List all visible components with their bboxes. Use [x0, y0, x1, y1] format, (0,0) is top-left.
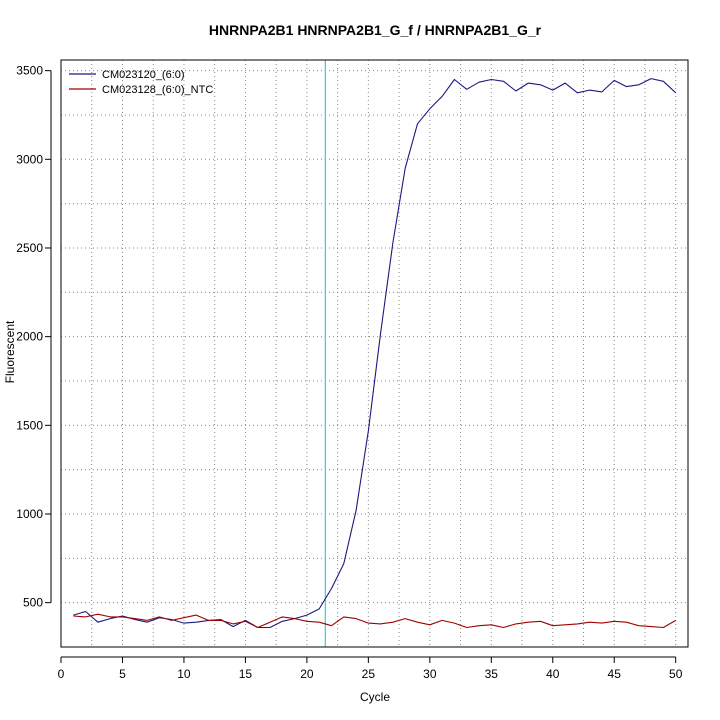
- x-tick-label: 15: [239, 667, 253, 681]
- legend-label-2: CM023128_(6:0)_NTC: [102, 84, 213, 96]
- x-tick-label: 40: [546, 667, 560, 681]
- plot-frame: [60, 59, 689, 648]
- x-axis: 0 5 10 15 20 25 30 35 40 45 50: [58, 656, 683, 681]
- x-tick-label: 0: [58, 667, 65, 681]
- y-tick-label: 500: [23, 596, 43, 610]
- legend: CM023120_(6:0) CM023128_(6:0)_NTC: [69, 69, 213, 96]
- grid-lines: [61, 60, 688, 647]
- x-tick-label: 5: [119, 667, 126, 681]
- x-tick-label: 25: [362, 667, 376, 681]
- x-axis-label: Cycle: [360, 690, 390, 704]
- legend-label-1: CM023120_(6:0): [102, 69, 185, 81]
- chart-title: HNRNPA2B1 HNRNPA2B1_G_f / HNRNPA2B1_G_r: [209, 22, 542, 38]
- x-tick-label: 50: [669, 667, 683, 681]
- x-tick-label: 45: [608, 667, 622, 681]
- y-tick-label: 2500: [16, 241, 43, 255]
- x-tick-label: 35: [485, 667, 499, 681]
- y-tick-label: 1000: [16, 507, 43, 521]
- y-tick-label: 1500: [16, 418, 43, 432]
- x-tick-label: 10: [177, 667, 191, 681]
- y-tick-label: 3000: [16, 152, 43, 166]
- y-tick-label: 2000: [16, 330, 43, 344]
- y-axis-label: Fluorescent: [3, 320, 17, 383]
- x-tick-label: 30: [423, 667, 437, 681]
- y-tick-label: 3500: [16, 64, 43, 78]
- series-lines: [73, 78, 677, 629]
- x-tick-label: 20: [300, 667, 314, 681]
- y-axis: 500 1000 1500 2000 2500 3000 3500: [16, 64, 52, 610]
- series-line-2: [73, 613, 676, 629]
